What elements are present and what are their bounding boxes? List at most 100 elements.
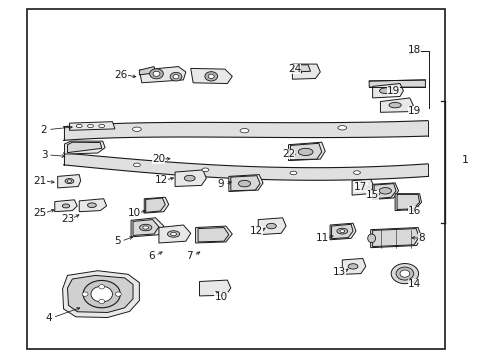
Polygon shape: [380, 98, 412, 112]
Polygon shape: [370, 228, 421, 248]
Circle shape: [82, 292, 88, 296]
Circle shape: [99, 299, 104, 303]
Ellipse shape: [142, 226, 148, 229]
Ellipse shape: [167, 231, 180, 237]
Text: 18: 18: [407, 45, 421, 55]
Polygon shape: [67, 142, 102, 153]
Ellipse shape: [379, 88, 392, 94]
Ellipse shape: [140, 224, 151, 231]
Ellipse shape: [336, 228, 347, 234]
Circle shape: [208, 74, 214, 78]
Text: 9: 9: [217, 179, 224, 189]
Ellipse shape: [184, 175, 195, 181]
Ellipse shape: [238, 180, 250, 187]
Polygon shape: [62, 271, 139, 318]
Ellipse shape: [379, 188, 391, 194]
Polygon shape: [139, 67, 155, 75]
Text: 25: 25: [33, 208, 47, 218]
Polygon shape: [368, 80, 425, 87]
Ellipse shape: [132, 127, 141, 131]
Polygon shape: [342, 258, 365, 274]
Bar: [27, 9, 444, 349]
Ellipse shape: [289, 171, 296, 175]
Polygon shape: [198, 228, 228, 242]
Circle shape: [390, 264, 418, 284]
Polygon shape: [288, 142, 325, 161]
Circle shape: [115, 292, 121, 296]
Text: 22: 22: [281, 149, 295, 159]
Ellipse shape: [357, 185, 367, 190]
Polygon shape: [372, 229, 418, 247]
Polygon shape: [331, 224, 352, 239]
Polygon shape: [199, 280, 230, 296]
Ellipse shape: [339, 230, 344, 233]
Ellipse shape: [76, 124, 82, 128]
Text: 10: 10: [128, 208, 141, 218]
Text: 21: 21: [33, 176, 47, 186]
Ellipse shape: [202, 168, 208, 172]
Text: 17: 17: [353, 182, 367, 192]
Ellipse shape: [337, 126, 346, 130]
Text: 3: 3: [41, 150, 47, 160]
Polygon shape: [396, 194, 419, 210]
Text: 13: 13: [332, 267, 346, 277]
Ellipse shape: [87, 203, 96, 207]
Ellipse shape: [99, 124, 104, 128]
Text: 19: 19: [407, 106, 421, 116]
Text: 15: 15: [365, 190, 379, 200]
Polygon shape: [159, 225, 190, 243]
Text: 20: 20: [152, 154, 165, 164]
Circle shape: [91, 286, 112, 302]
Circle shape: [83, 280, 120, 308]
Text: 26: 26: [114, 70, 128, 80]
Circle shape: [153, 71, 160, 76]
Text: 5: 5: [114, 236, 121, 246]
Polygon shape: [58, 175, 81, 188]
Polygon shape: [69, 122, 115, 130]
Circle shape: [99, 285, 104, 289]
Polygon shape: [139, 67, 185, 83]
Polygon shape: [79, 199, 106, 212]
Polygon shape: [131, 218, 163, 237]
Polygon shape: [144, 197, 168, 213]
Polygon shape: [63, 121, 427, 140]
Circle shape: [170, 72, 182, 81]
Text: 16: 16: [407, 206, 421, 216]
Ellipse shape: [353, 171, 360, 174]
Ellipse shape: [65, 179, 74, 184]
Polygon shape: [290, 143, 321, 160]
Ellipse shape: [67, 180, 71, 182]
Text: 1: 1: [461, 155, 468, 165]
Text: 2: 2: [41, 125, 47, 135]
Ellipse shape: [347, 264, 357, 269]
Text: 23: 23: [61, 214, 74, 224]
Ellipse shape: [298, 148, 312, 156]
Ellipse shape: [367, 234, 375, 243]
Polygon shape: [145, 198, 165, 212]
Polygon shape: [329, 223, 355, 240]
Polygon shape: [133, 220, 159, 235]
Polygon shape: [190, 68, 232, 84]
Text: 7: 7: [186, 251, 193, 261]
Polygon shape: [372, 84, 403, 98]
Polygon shape: [64, 141, 105, 154]
Polygon shape: [293, 65, 310, 72]
Text: 6: 6: [148, 251, 155, 261]
Ellipse shape: [87, 124, 93, 128]
Polygon shape: [230, 176, 260, 191]
Text: 8: 8: [417, 233, 424, 243]
Text: 11: 11: [315, 233, 329, 243]
Polygon shape: [373, 184, 395, 199]
Text: 19: 19: [386, 86, 400, 96]
Text: 24: 24: [287, 64, 301, 74]
Text: 12: 12: [154, 175, 168, 185]
Polygon shape: [394, 194, 421, 211]
Circle shape: [204, 72, 217, 81]
Text: 14: 14: [407, 279, 421, 289]
Circle shape: [149, 69, 163, 79]
Circle shape: [173, 75, 179, 79]
Ellipse shape: [266, 223, 276, 229]
Ellipse shape: [170, 233, 176, 236]
Polygon shape: [195, 226, 232, 243]
Ellipse shape: [388, 102, 401, 108]
